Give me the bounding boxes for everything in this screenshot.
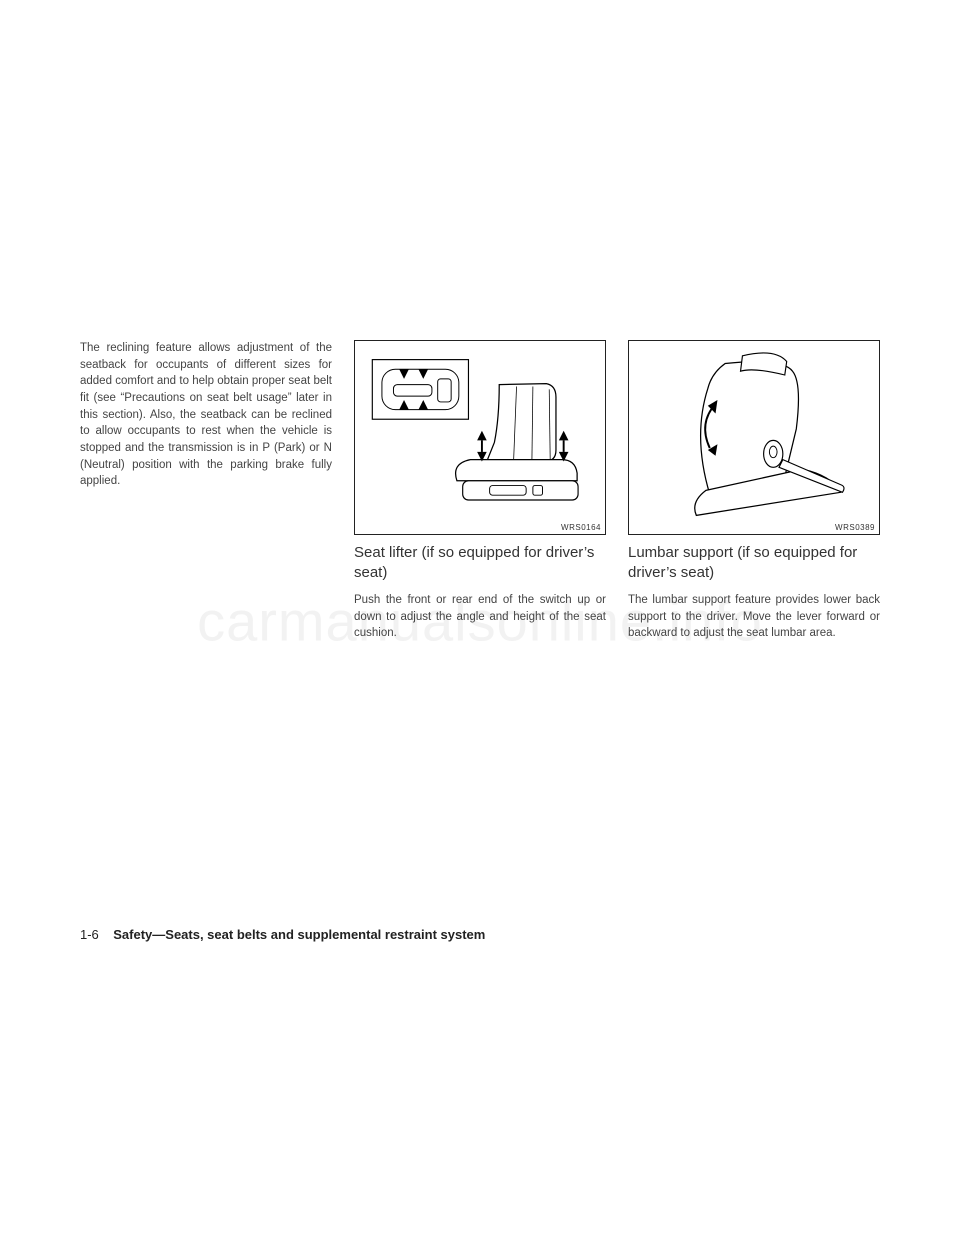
col3-paragraph: The lumbar support feature provides lowe… (628, 592, 880, 642)
seat-lifter-illustration (355, 341, 605, 534)
page-content: The reclining feature allows adjustment … (0, 0, 960, 702)
col2-title: Seat lifter (if so equipped for driver’s… (354, 543, 606, 582)
figure-lumbar-support: WRS0389 (628, 340, 880, 535)
col2-paragraph: Push the front or rear end of the switch… (354, 592, 606, 642)
lumbar-support-illustration (629, 341, 879, 534)
column-2: WRS0164 Seat lifter (if so equipped for … (354, 340, 606, 642)
figure-code-1: WRS0164 (561, 523, 601, 532)
col1-paragraph: The reclining feature allows adjustment … (80, 340, 332, 490)
page-number: 1-6 (80, 927, 99, 942)
figure-seat-lifter: WRS0164 (354, 340, 606, 535)
section-title: Safety—Seats, seat belts and supplementa… (113, 927, 485, 942)
columns: The reclining feature allows adjustment … (80, 340, 880, 642)
col3-title: Lumbar support (if so equipped for drive… (628, 543, 880, 582)
figure-code-2: WRS0389 (835, 523, 875, 532)
column-1: The reclining feature allows adjustment … (80, 340, 332, 642)
page-footer: 1-6 Safety—Seats, seat belts and supplem… (80, 927, 485, 942)
column-3: WRS0389 Lumbar support (if so equipped f… (628, 340, 880, 642)
